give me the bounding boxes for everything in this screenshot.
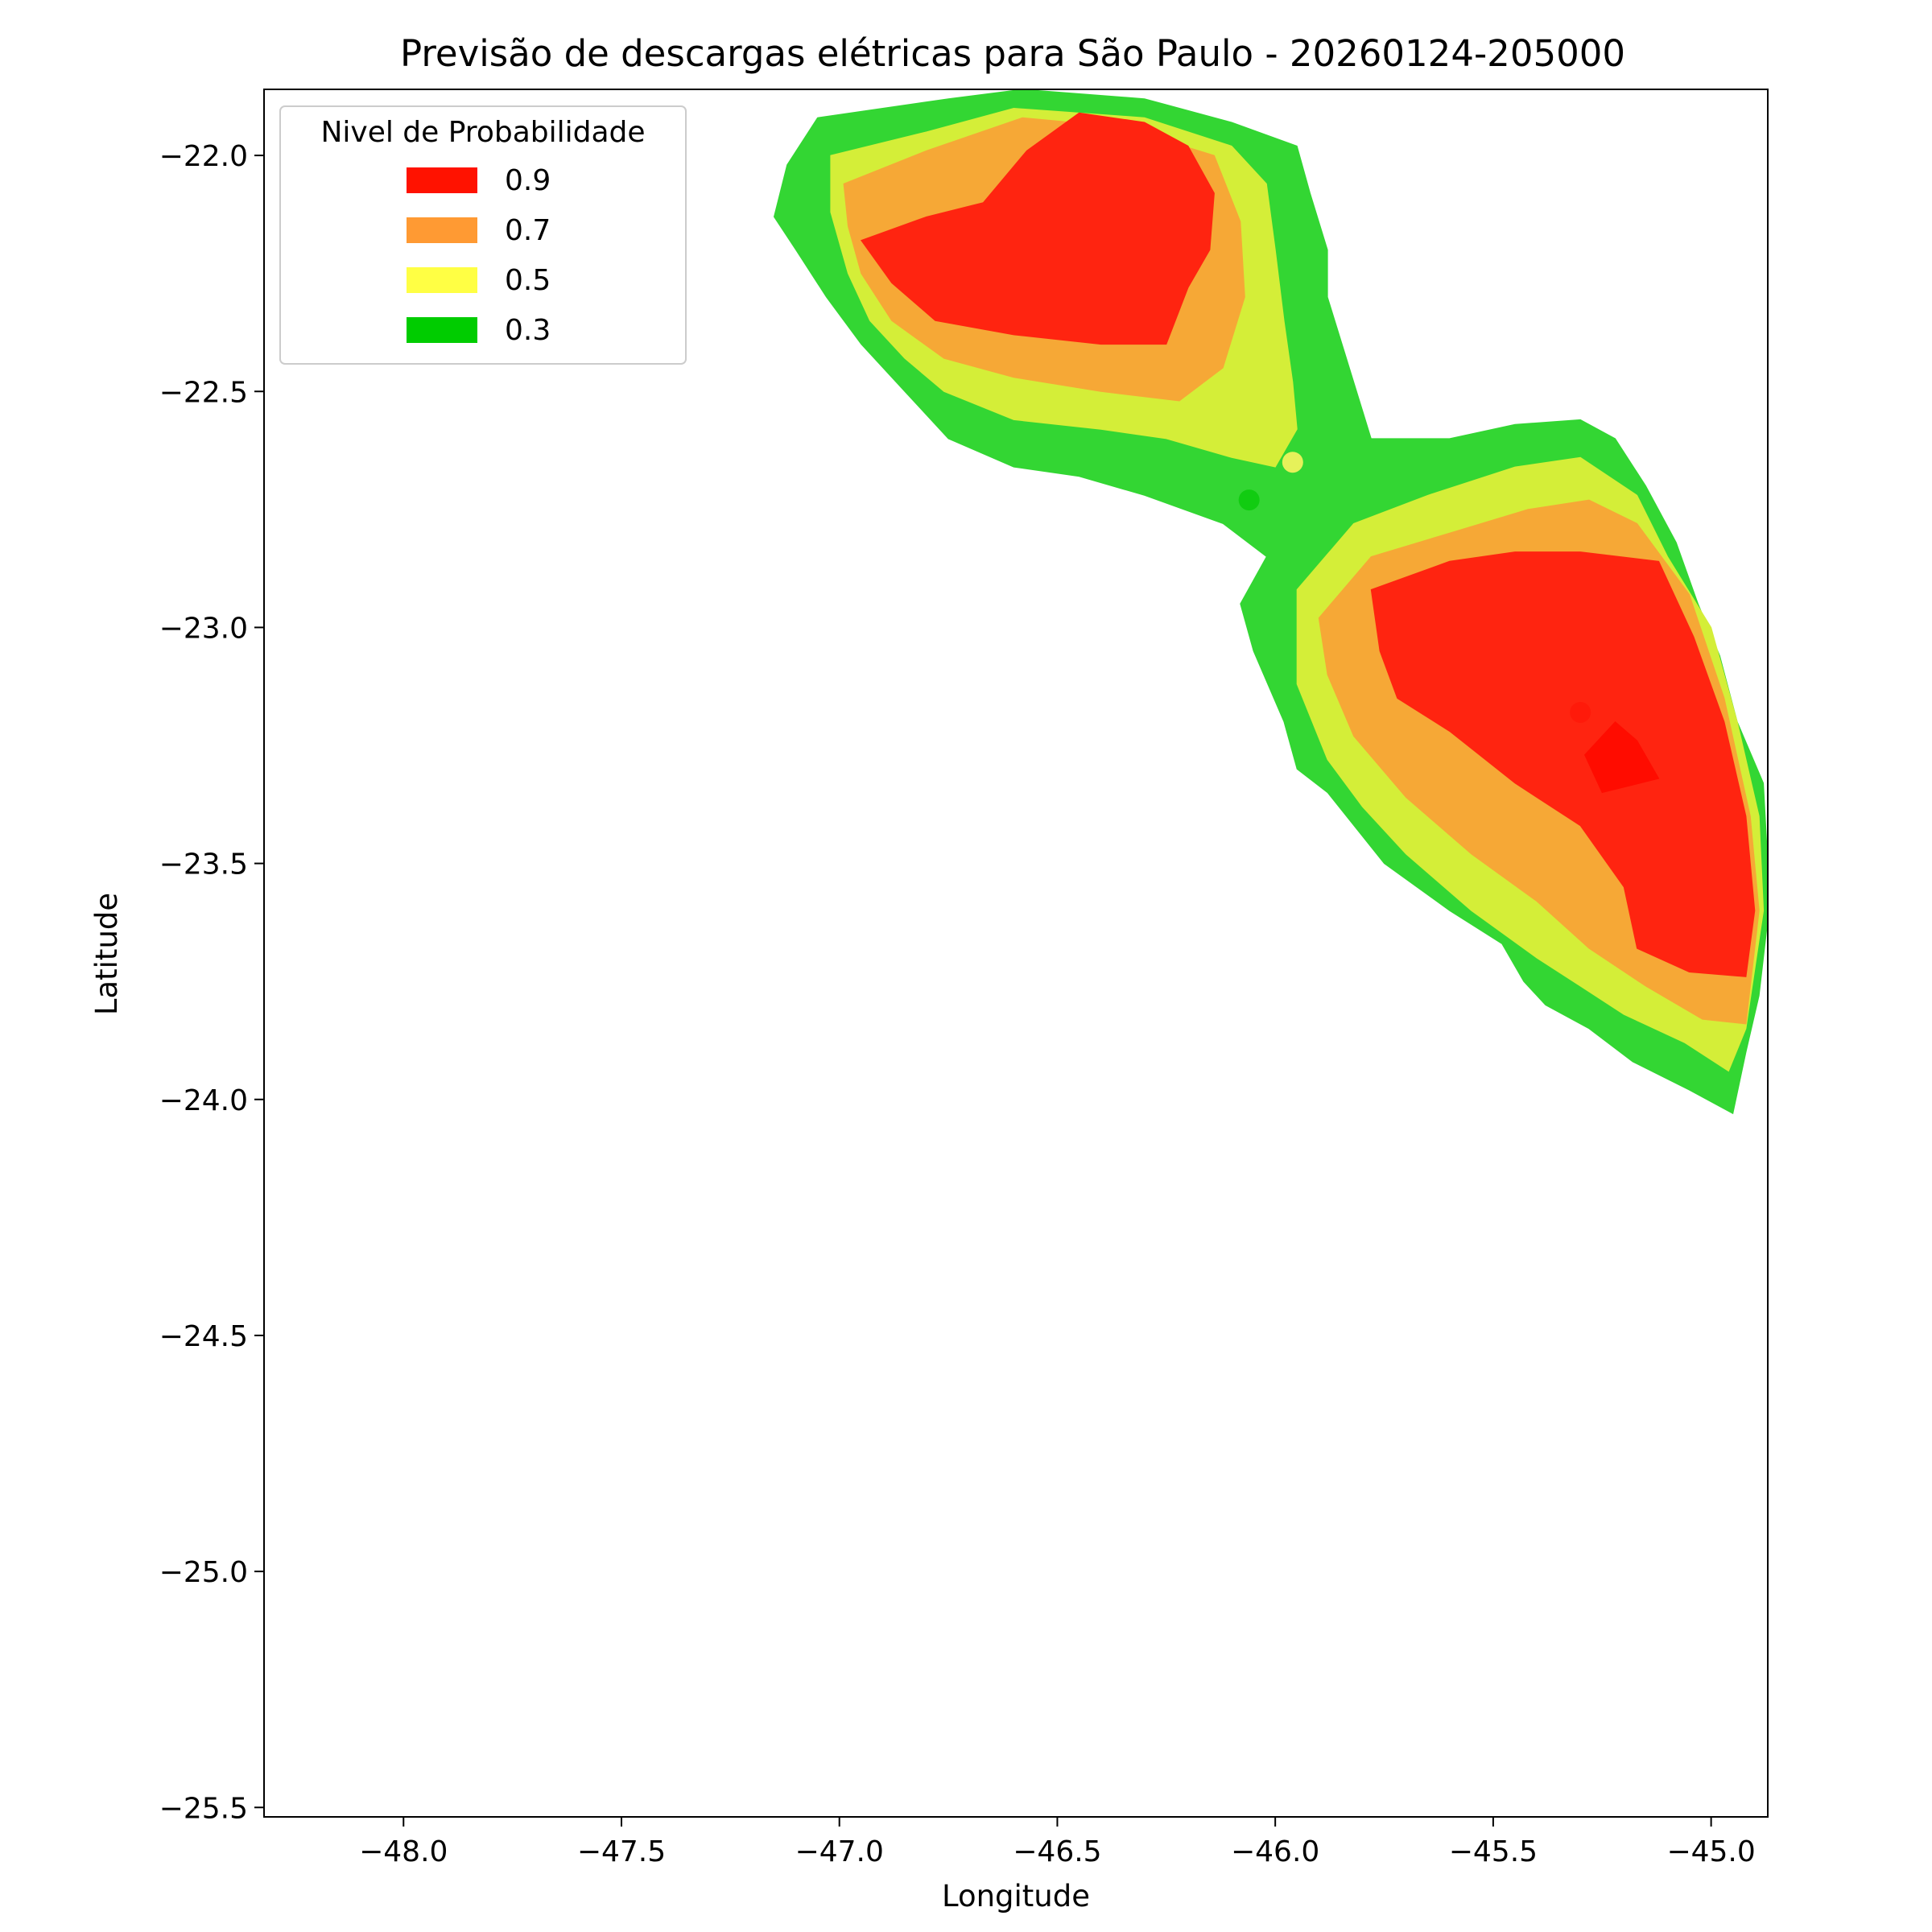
plot-area <box>773 89 1769 1115</box>
legend-swatch <box>407 267 477 293</box>
legend-label: 0.3 <box>505 314 551 347</box>
legend-label: 0.7 <box>505 214 551 247</box>
y-tick-label: −23.0 <box>159 612 248 645</box>
legend-swatch <box>407 317 477 343</box>
legend-label: 0.5 <box>505 264 551 297</box>
legend-swatch <box>407 167 477 193</box>
y-axis-label: Latitude <box>89 893 124 1015</box>
legend: Nivel de Probabilidade 0.9 0.7 0.5 0.3 <box>279 105 687 365</box>
x-tick-label: −47.5 <box>577 1835 666 1868</box>
scatter-point-2 <box>1570 701 1591 723</box>
legend-label: 0.9 <box>505 164 551 197</box>
x-axis-ticks: −48.0 −47.5 −47.0 −46.5 −46.0 −45.5 −45.0 <box>359 1817 1756 1868</box>
chart-title: Previsão de descargas elétricas para São… <box>400 32 1625 75</box>
y-tick-label: −22.0 <box>159 140 248 173</box>
legend-box <box>279 105 687 365</box>
x-tick-label: −45.0 <box>1666 1835 1755 1868</box>
y-tick-label: −24.5 <box>159 1320 248 1353</box>
y-tick-label: −23.5 <box>159 848 248 881</box>
x-tick-label: −48.0 <box>359 1835 448 1868</box>
y-axis-ticks: −22.0 −22.5 −23.0 −23.5 −24.0 −24.5 −25.0 −25.5 <box>159 140 264 1825</box>
legend-swatch <box>407 217 477 243</box>
contour-region-0_9-0 <box>861 112 1215 345</box>
x-tick-label: −46.0 <box>1231 1835 1319 1868</box>
legend-title: Nivel de Probabilidade <box>320 116 645 149</box>
x-tick-label: −47.0 <box>795 1835 884 1868</box>
plot-frame <box>263 89 1769 1818</box>
scatter-points <box>1238 452 1591 723</box>
legend-entries: 0.9 0.7 0.5 0.3 <box>407 164 551 347</box>
contour-fills <box>773 89 1769 1115</box>
contour-region-0_9-1 <box>1370 551 1756 977</box>
y-tick-label: −25.5 <box>159 1792 248 1825</box>
y-tick-label: −24.0 <box>159 1084 248 1117</box>
scatter-point-1 <box>1238 489 1260 511</box>
contour-region-0_95-0 <box>1584 721 1660 794</box>
x-tick-label: −46.5 <box>1013 1835 1101 1868</box>
y-tick-label: −25.0 <box>159 1556 248 1589</box>
x-axis-label: Longitude <box>942 1879 1090 1913</box>
x-tick-label: −45.5 <box>1449 1835 1538 1868</box>
y-tick-label: −22.5 <box>159 376 248 409</box>
scatter-point-0 <box>1282 452 1303 473</box>
